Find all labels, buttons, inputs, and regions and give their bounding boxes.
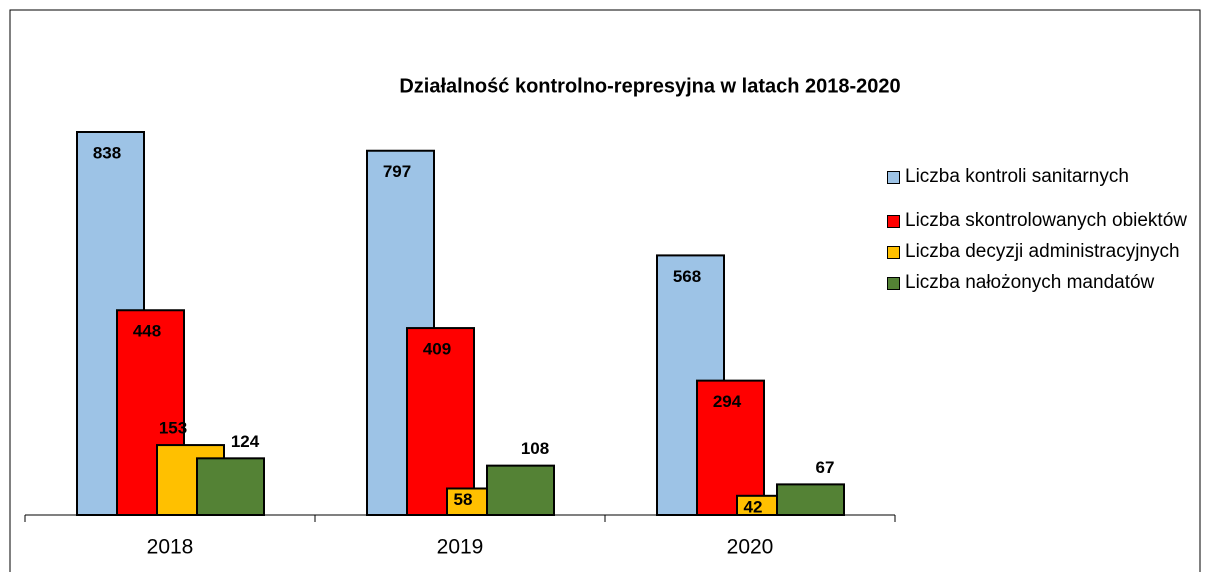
x-tick-label: 2020 bbox=[727, 536, 774, 559]
bar bbox=[196, 457, 265, 516]
legend-swatch bbox=[887, 246, 900, 259]
data-label: 568 bbox=[673, 267, 701, 286]
data-label: 42 bbox=[744, 497, 763, 516]
data-label: 58 bbox=[454, 490, 473, 509]
frame bbox=[9, 9, 1201, 572]
data-label: 124 bbox=[231, 432, 260, 451]
legend-swatch bbox=[887, 215, 900, 228]
legend: Liczba kontroli sanitarnych Liczba skontr… bbox=[887, 164, 1187, 301]
data-label: 153 bbox=[159, 419, 187, 438]
legend-label: Liczba skontrolowanych obiektów bbox=[905, 210, 1187, 231]
legend-swatch bbox=[887, 277, 900, 290]
legend-label: Liczba decyzji administracyjnych bbox=[905, 241, 1180, 262]
legend-label: Liczba nałożonych mandatów bbox=[905, 272, 1155, 293]
bar bbox=[486, 464, 555, 516]
legend-entry: Liczba kontroli sanitarnych bbox=[887, 164, 1187, 190]
x-tick-label: 2018 bbox=[147, 536, 194, 559]
legend-swatch bbox=[887, 171, 900, 184]
chart-title: Działalność kontrolno-represyjna w latac… bbox=[399, 75, 900, 97]
data-label: 797 bbox=[383, 162, 411, 181]
bar bbox=[776, 483, 845, 517]
data-label: 409 bbox=[423, 340, 451, 359]
legend-label: Liczba kontroli sanitarnych bbox=[905, 166, 1129, 187]
data-label: 67 bbox=[816, 458, 835, 477]
data-label: 294 bbox=[713, 392, 742, 411]
legend-entry: Liczba decyzji administracyjnych bbox=[887, 239, 1187, 265]
bar bbox=[406, 327, 475, 516]
x-tick-label: 2019 bbox=[437, 536, 484, 559]
data-label: 838 bbox=[93, 143, 121, 162]
bar bbox=[696, 379, 765, 516]
legend-entry: Liczba nałożonych mandatów bbox=[887, 270, 1187, 296]
legend-entry: Liczba skontrolowanych obiektów bbox=[887, 208, 1187, 234]
data-label: 448 bbox=[133, 322, 161, 341]
data-label: 108 bbox=[521, 439, 549, 458]
